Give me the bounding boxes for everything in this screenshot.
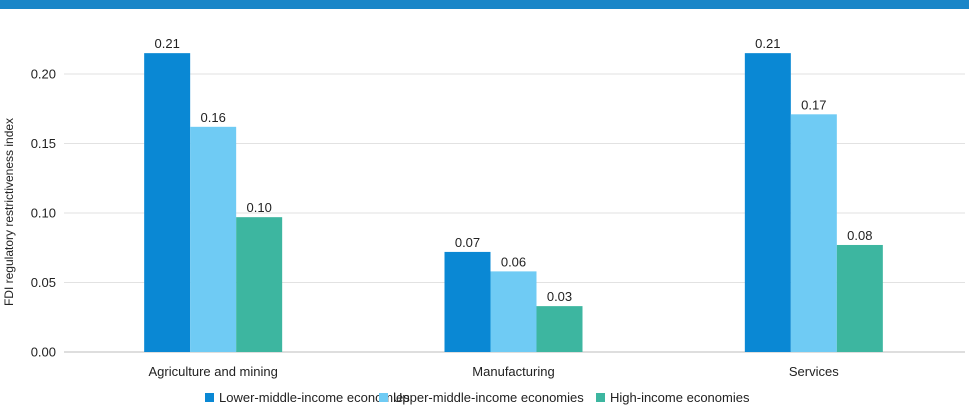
header-band	[0, 0, 969, 9]
x-tick-label: Services	[789, 364, 839, 379]
bar	[490, 271, 537, 352]
bar-value-label: 0.21	[155, 36, 180, 51]
bar-value-label: 0.10	[247, 200, 272, 215]
bar-value-label: 0.21	[755, 36, 780, 51]
legend: Lower-middle-income economiesUpper-middl…	[205, 390, 750, 405]
bar-value-label: 0.03	[547, 289, 572, 304]
bar	[536, 306, 583, 352]
y-axis-title: FDI regulatory restrictiveness index	[2, 118, 16, 306]
x-tick-label: Agriculture and mining	[148, 364, 277, 379]
bar	[744, 53, 791, 353]
legend-label: Upper-middle-income economies	[393, 390, 584, 405]
bar-value-label: 0.16	[201, 110, 226, 125]
y-tick-label: 0.20	[31, 67, 56, 82]
bar-value-label: 0.17	[801, 97, 826, 112]
legend-label: Lower-middle-income economies	[219, 390, 410, 405]
bar-value-labels: 0.21 0.16 0.10 0.07 0.06 0.03 0.21 0.17 0.08	[155, 36, 873, 304]
bar	[144, 53, 191, 353]
legend-label: High-income economies	[610, 390, 750, 405]
bar	[836, 244, 883, 352]
legend-swatch	[596, 393, 605, 402]
bar-value-label: 0.08	[847, 228, 872, 243]
bar	[444, 251, 491, 352]
bar	[790, 114, 837, 352]
x-tick-label: Manufacturing	[472, 364, 554, 379]
y-tick-label: 0.10	[31, 206, 56, 221]
legend-swatch	[379, 393, 388, 402]
y-tick-label: 0.00	[31, 345, 56, 360]
bar	[190, 126, 237, 352]
legend-swatch	[205, 393, 214, 402]
bar-value-label: 0.07	[455, 235, 480, 250]
bar-value-label: 0.06	[501, 254, 526, 269]
bar	[236, 217, 283, 352]
y-axis-ticks: 0.00 0.05 0.10 0.15 0.20	[31, 67, 56, 360]
y-tick-label: 0.15	[31, 136, 56, 151]
bars	[144, 53, 883, 353]
y-tick-label: 0.05	[31, 275, 56, 290]
x-axis-labels: Agriculture and mining Manufacturing Servi…	[148, 364, 839, 379]
